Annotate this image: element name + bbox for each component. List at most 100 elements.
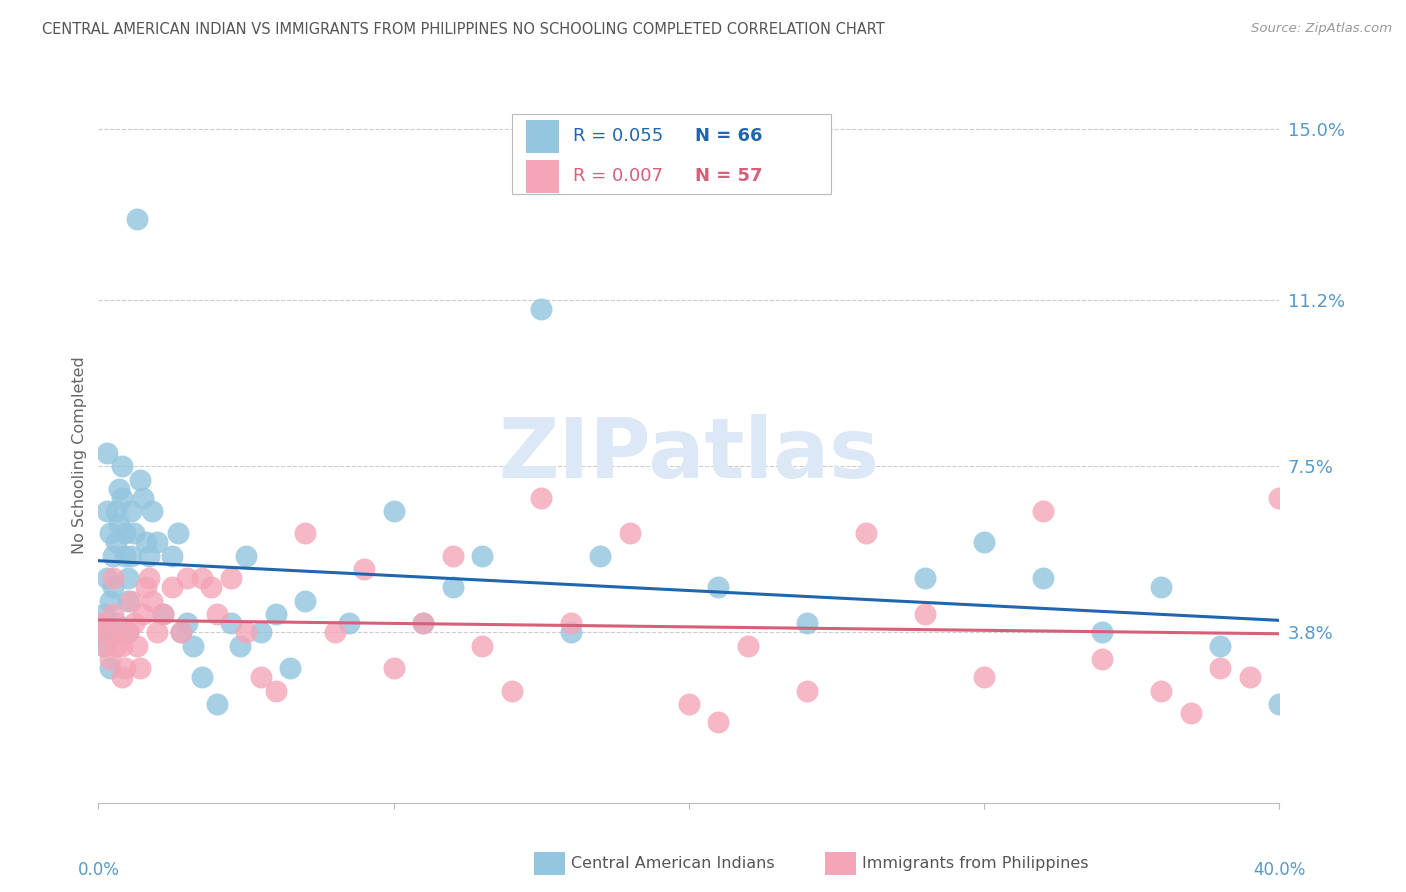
Point bbox=[152, 607, 174, 622]
Point bbox=[1209, 639, 1232, 653]
Point bbox=[117, 625, 139, 640]
Bar bbox=[526, 120, 560, 153]
Point bbox=[339, 616, 360, 631]
Point bbox=[111, 639, 134, 653]
Point bbox=[96, 625, 118, 640]
Point bbox=[382, 661, 405, 675]
Text: Central American Indians: Central American Indians bbox=[571, 856, 775, 871]
Point bbox=[412, 616, 434, 631]
Text: CENTRAL AMERICAN INDIAN VS IMMIGRANTS FROM PHILIPPINES NO SCHOOLING COMPLETED CO: CENTRAL AMERICAN INDIAN VS IMMIGRANTS FR… bbox=[42, 22, 884, 37]
Point bbox=[111, 459, 134, 474]
Point bbox=[108, 517, 131, 532]
Point bbox=[170, 625, 193, 640]
Point bbox=[103, 580, 125, 594]
Point bbox=[98, 652, 121, 666]
Point bbox=[973, 535, 995, 549]
Point bbox=[441, 549, 464, 563]
Point bbox=[108, 482, 131, 496]
Point bbox=[96, 504, 118, 518]
Point bbox=[162, 580, 183, 594]
Point bbox=[146, 625, 169, 640]
Point bbox=[1091, 652, 1114, 666]
Point bbox=[141, 594, 163, 608]
Point bbox=[103, 625, 125, 640]
Point bbox=[117, 625, 139, 640]
Point bbox=[1091, 625, 1114, 640]
Point bbox=[120, 504, 142, 518]
Point bbox=[796, 616, 818, 631]
Point bbox=[471, 549, 494, 563]
Point bbox=[235, 625, 257, 640]
Point bbox=[796, 683, 818, 698]
Point bbox=[1032, 504, 1054, 518]
Text: N = 66: N = 66 bbox=[695, 128, 762, 145]
Text: R = 0.055: R = 0.055 bbox=[574, 128, 664, 145]
Point bbox=[90, 616, 112, 631]
Point bbox=[93, 607, 115, 622]
Point bbox=[98, 661, 121, 675]
Point bbox=[441, 580, 464, 594]
Point bbox=[103, 549, 125, 563]
Point bbox=[122, 616, 145, 631]
Point bbox=[135, 580, 157, 594]
Point bbox=[176, 616, 198, 631]
Point bbox=[219, 571, 242, 585]
Point bbox=[250, 625, 273, 640]
Point bbox=[146, 535, 169, 549]
Point bbox=[530, 301, 553, 316]
Point bbox=[128, 473, 150, 487]
Point bbox=[619, 526, 641, 541]
Point bbox=[1180, 706, 1202, 720]
Point bbox=[914, 571, 936, 585]
Point bbox=[103, 571, 125, 585]
Point bbox=[181, 639, 204, 653]
Point bbox=[278, 661, 302, 675]
Text: ZIPatlas: ZIPatlas bbox=[499, 415, 879, 495]
Point bbox=[93, 639, 115, 653]
Point bbox=[125, 212, 148, 227]
Point bbox=[105, 535, 128, 549]
Point bbox=[138, 571, 160, 585]
Point bbox=[914, 607, 936, 622]
Text: N = 57: N = 57 bbox=[695, 168, 762, 186]
Point bbox=[1268, 697, 1291, 711]
Point bbox=[93, 639, 115, 653]
Point bbox=[678, 697, 700, 711]
Point bbox=[737, 639, 759, 653]
Point bbox=[114, 661, 136, 675]
Y-axis label: No Schooling Completed: No Schooling Completed bbox=[72, 356, 87, 554]
Point bbox=[132, 607, 155, 622]
Point bbox=[235, 549, 257, 563]
Point bbox=[353, 562, 375, 576]
Point bbox=[205, 607, 228, 622]
Point bbox=[138, 549, 160, 563]
Point bbox=[560, 625, 582, 640]
Point bbox=[125, 639, 148, 653]
Point bbox=[103, 607, 125, 622]
Point bbox=[973, 670, 995, 684]
Point bbox=[191, 670, 214, 684]
Point bbox=[152, 607, 174, 622]
Point bbox=[108, 625, 131, 640]
Point bbox=[96, 445, 118, 459]
Text: Immigrants from Philippines: Immigrants from Philippines bbox=[862, 856, 1088, 871]
Bar bbox=[526, 160, 560, 193]
Point bbox=[200, 580, 222, 594]
Bar bbox=[512, 114, 831, 194]
Point bbox=[114, 549, 136, 563]
Point bbox=[412, 616, 434, 631]
Point bbox=[120, 594, 142, 608]
Point bbox=[135, 535, 157, 549]
Point bbox=[111, 670, 134, 684]
Point bbox=[589, 549, 612, 563]
Point bbox=[128, 661, 150, 675]
Point bbox=[1150, 683, 1173, 698]
Point bbox=[382, 504, 405, 518]
Point bbox=[855, 526, 877, 541]
Point bbox=[530, 491, 553, 505]
Point bbox=[1150, 580, 1173, 594]
Point bbox=[114, 526, 136, 541]
Point bbox=[294, 526, 316, 541]
Point bbox=[250, 670, 273, 684]
Point bbox=[205, 697, 228, 711]
